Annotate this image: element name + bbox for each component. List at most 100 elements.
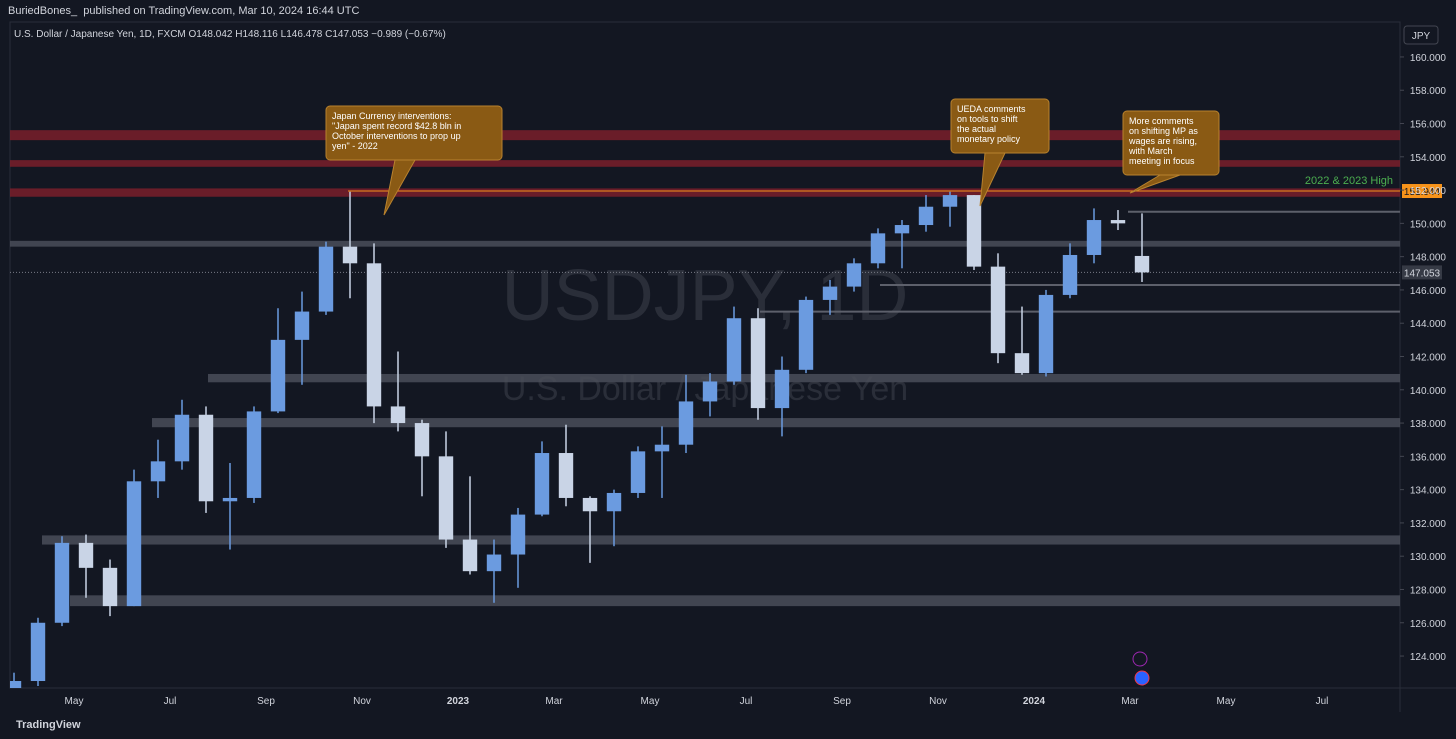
zone [208,373,1400,383]
candle-body [30,622,46,682]
publisher: BuriedBones_ published on TradingView.co… [8,5,360,17]
candle-body [54,542,70,623]
zone [10,130,1400,141]
x-tick-label: May [641,696,660,707]
candle-body [966,195,982,267]
y-tick-label: 134.000 [1410,486,1447,497]
high-price-tag [1402,184,1442,199]
candle-body [294,311,310,340]
candle-body [174,414,190,462]
candle-body [318,246,334,312]
x-tick-label: Sep [833,696,851,707]
y-tick-label: 160.000 [1410,53,1447,64]
x-tick-label: Mar [545,696,563,707]
y-tick-label: 130.000 [1410,552,1447,563]
overlays: 2022 & 2023 High 151.944 147.053 Japan Curr… [325,98,1442,280]
y-tick-label: 150.000 [1410,219,1447,230]
callout-text: October interventions to prop up [332,131,461,141]
candle-body [1062,254,1078,295]
footer: TradingView [16,719,81,731]
candle-body [462,539,478,572]
zone [10,160,1400,167]
candle-body [1038,294,1054,374]
candle-body [366,263,382,407]
candle-body [654,444,670,452]
zone [42,535,1400,545]
callout-pointer [383,159,416,216]
candle-body [486,554,502,572]
x-tick-label: Nov [353,696,371,707]
y-tick-label: 144.000 [1410,319,1447,330]
callout-text: More comments [1129,116,1194,126]
candle-body [246,411,262,498]
y-tick-label: 158.000 [1410,86,1447,97]
candle-body [1110,220,1126,224]
callout-text: UEDA comments [957,104,1026,114]
callout-text: monetary policy [957,134,1021,144]
y-tick-label: 132.000 [1410,519,1447,530]
candle-body [78,542,94,568]
zone [10,188,1400,197]
callout-text: yen" - 2022 [332,141,378,151]
candle-body [726,318,742,382]
callout-pointer [1129,174,1181,194]
candle-body [150,461,166,482]
candle-body [558,453,574,498]
candle-body [222,497,238,502]
x-tick-label: May [1217,696,1236,707]
candle-body [390,406,406,424]
candle-body [774,369,790,409]
high-line-label: 2022 & 2023 High [1305,175,1393,187]
x-tick-label: Sep [257,696,275,707]
y-tick-label: 140.000 [1410,386,1447,397]
callout-text: Japan Currency interventions: [332,111,452,121]
callout-text: meeting in focus [1129,156,1195,166]
y-tick-label: 126.000 [1410,619,1447,630]
candle-body [750,318,766,409]
y-tick-label: 128.000 [1410,585,1447,596]
x-tick-label: Nov [929,696,947,707]
candle-body [630,451,646,493]
candle-body [702,381,718,402]
callout-box [325,105,503,161]
candle-body [510,514,526,555]
last-price-label: 147.053 [1404,268,1441,279]
x-tick-label: Mar [1121,696,1139,707]
candle-body [1086,220,1102,255]
callout-text: wages are rising, [1128,136,1197,146]
candle-body [678,401,694,445]
last-price-tag [1402,265,1442,280]
candle-body [270,339,286,412]
y-tick-label: 124.000 [1410,652,1447,663]
currency: JPY [1412,31,1431,42]
candle-body [870,233,886,264]
y-tick-label: 152.000 [1410,186,1447,197]
candle-body [846,263,862,287]
candle-body [1014,353,1030,374]
callout-text: "Japan spent record $42.8 bln in [332,121,461,131]
candle-body [990,266,1006,354]
candle-body [126,481,142,607]
event-icon[interactable] [1134,670,1150,686]
symbol-info: U.S. Dollar / Japanese Yen, 1D, FXCM O14… [14,29,446,40]
candle-body [198,414,214,502]
x-tick-label: 2024 [1023,696,1046,707]
candle-body [102,567,118,607]
candle-body [582,497,598,512]
zone [70,595,1400,607]
callout-text: on shifting MP as [1129,126,1198,136]
x-tick-label: Jul [164,696,177,707]
currency-button[interactable] [1403,25,1439,45]
candle-body [798,299,814,370]
x-tick-label: 2023 [447,696,470,707]
candle-body [918,206,934,226]
callout-text: on tools to shift [957,114,1018,124]
candle-body [438,456,454,540]
event-icon[interactable] [1132,651,1148,667]
candle-body [822,286,838,300]
y-tick-label: 136.000 [1410,452,1447,463]
x-tick-label: May [65,696,84,707]
callout-pointer [979,152,1006,207]
candle-body [894,225,910,234]
